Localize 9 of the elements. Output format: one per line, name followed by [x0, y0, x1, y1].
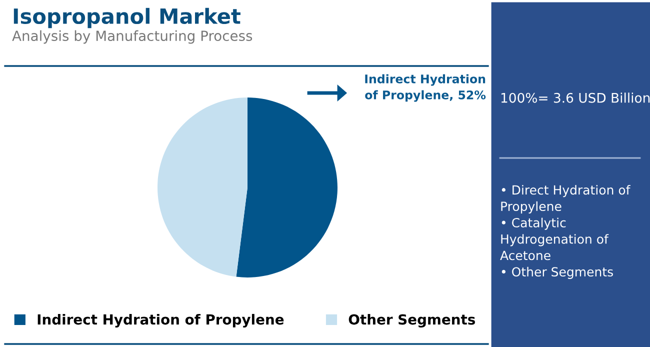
legend-label: Indirect Hydration of Propylene — [38, 314, 284, 328]
pie-slice — [236, 98, 338, 278]
legend-label: Other Segments — [348, 314, 475, 328]
pie-slice — [158, 98, 248, 277]
chart-subtitle: Analysis by Manufacturing Process — [12, 30, 252, 44]
text: 100%= 3.6 USD Billion — [501, 92, 650, 103]
chart-title: Isopropanol Market — [14, 8, 240, 28]
text: • Direct Hydration of Propylene • Catalytic Hydrogenation of Acetone • Other Segments — [500, 185, 630, 279]
data-label: Indirect Hydration of Propylene, 52% — [365, 74, 486, 102]
